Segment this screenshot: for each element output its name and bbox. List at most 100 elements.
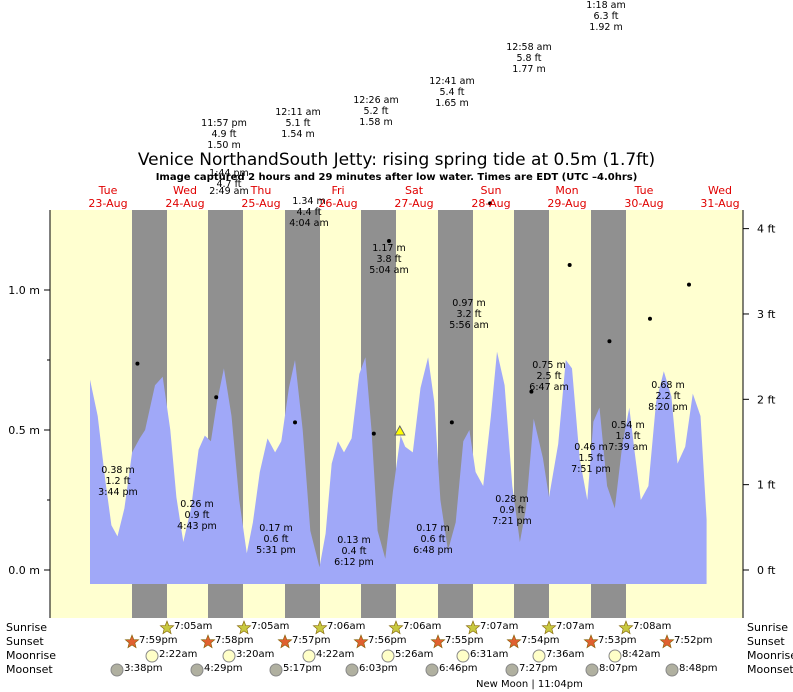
high-tide-label: 1:18 am 6.3 ft 1.92 m	[566, 0, 646, 33]
moonrise-row-label-right: Moonrise	[747, 649, 793, 662]
annotation-line: 4:43 pm	[177, 521, 217, 532]
left-tick-label: 0.0 m	[8, 564, 40, 577]
annotation-line: 2.2 ft	[655, 391, 681, 402]
annotation-line: 12:58 am	[506, 42, 552, 53]
annotation-line: 1.58 m	[359, 117, 393, 128]
left-tick-label: 1.0 m	[8, 284, 40, 297]
sunrise-star-icon	[618, 620, 634, 635]
sunset-star-icon	[583, 634, 599, 649]
moonrise-time: 7:36am	[546, 649, 585, 660]
day-date: 26-Aug	[318, 197, 358, 210]
tide-dot	[371, 431, 376, 436]
tide-label: 0.17 m 0.6 ft 5:31 pm	[236, 523, 316, 556]
day-label: Thu 25-Aug	[231, 184, 291, 210]
annotation-line: 0.9 ft	[184, 510, 210, 521]
sunrise-star-icon	[541, 620, 557, 635]
tide-dot	[488, 201, 493, 206]
annotation-line: 11:57 pm	[201, 118, 247, 129]
annotation-line: 5:56 am	[449, 320, 489, 331]
new-moon-label: New Moon | 11:04pm	[476, 679, 583, 690]
annotation-line: 0.28 m	[495, 494, 529, 505]
sunset-time: 7:57pm	[292, 635, 331, 646]
annotation-line: 7:39 am	[608, 442, 648, 453]
day-label: Wed 31-Aug	[690, 184, 750, 210]
day-dow: Wed	[708, 184, 732, 197]
moonset-moon-icon	[190, 663, 204, 677]
day-date: 29-Aug	[547, 197, 587, 210]
right-tick-label: 1 ft	[757, 479, 776, 492]
moonset-time: 6:03pm	[359, 663, 398, 674]
sunset-time: 7:56pm	[368, 635, 407, 646]
moonset-moon-icon	[269, 663, 283, 677]
tide-dot	[529, 389, 534, 394]
tide-label: 1.17 m 3.8 ft 5:04 am	[349, 243, 429, 276]
sunset-row-label-right: Sunset	[747, 635, 785, 648]
sunset-star-icon	[353, 634, 369, 649]
moonset-time: 5:17pm	[283, 663, 322, 674]
tide-dot	[293, 420, 298, 425]
tide-label: 0.68 m 2.2 ft 8:20 pm	[628, 380, 708, 413]
day-dow: Sat	[404, 184, 424, 197]
tide-dot	[647, 316, 652, 321]
moonset-time: 8:48pm	[679, 663, 718, 674]
day-date: 27-Aug	[394, 197, 434, 210]
moonrise-moon-icon	[456, 649, 470, 663]
day-label: Fri 26-Aug	[308, 184, 368, 210]
sunrise-time: 7:05am	[251, 621, 290, 632]
day-label: Sun 28-Aug	[461, 184, 521, 210]
tide-dot	[135, 361, 140, 366]
moonrise-time: 6:31am	[470, 649, 509, 660]
annotation-line: 12:41 am	[429, 76, 475, 87]
annotation-line: 6:12 pm	[334, 557, 374, 568]
high-tide-label: 12:41 am 5.4 ft 1.65 m	[412, 76, 492, 109]
right-tick-label: 3 ft	[757, 308, 776, 321]
moonrise-time: 2:22am	[159, 649, 198, 660]
annotation-line: 0.38 m	[101, 465, 135, 476]
tide-area	[90, 351, 707, 584]
high-tide-label: 11:57 pm 4.9 ft 1.50 m	[184, 118, 264, 151]
tide-label: 0.54 m 1.8 ft 7:39 am	[588, 420, 668, 453]
sunrise-row-label: Sunrise	[6, 621, 48, 634]
moonset-row-label-right: Moonset	[747, 663, 793, 676]
annotation-line: 0.46 m	[574, 442, 608, 453]
sunset-row-label: Sunset	[6, 635, 44, 648]
annotation-line: 8:20 pm	[648, 402, 688, 413]
day-label: Mon 29-Aug	[537, 184, 597, 210]
annotation-line: 5.8 ft	[516, 53, 542, 64]
sunrise-row-label-right: Sunrise	[747, 621, 789, 634]
moonrise-row-label: Moonrise	[6, 649, 56, 662]
sunrise-time: 7:06am	[327, 621, 366, 632]
sunset-time: 7:53pm	[598, 635, 637, 646]
moonrise-moon-icon	[302, 649, 316, 663]
tide-label: 0.38 m 1.2 ft 3:44 pm	[78, 465, 158, 498]
high-tide-label: 12:58 am 5.8 ft 1.77 m	[489, 42, 569, 75]
sunrise-time: 7:06am	[403, 621, 442, 632]
day-date: 28-Aug	[471, 197, 511, 210]
moonrise-time: 3:20am	[236, 649, 275, 660]
moonset-time: 6:46pm	[439, 663, 478, 674]
sunset-time: 7:58pm	[215, 635, 254, 646]
right-tick-label: 2 ft	[757, 393, 776, 406]
tide-label: 2:49 am	[189, 186, 269, 197]
moonset-moon-icon	[665, 663, 679, 677]
tide-label: 0.97 m 3.2 ft 5:56 am	[429, 298, 509, 331]
tide-dot	[607, 339, 612, 344]
annotation-line: 0.6 ft	[263, 534, 289, 545]
annotation-line: 1.17 m	[372, 243, 406, 254]
moonset-moon-icon	[505, 663, 519, 677]
day-label: Tue 23-Aug	[78, 184, 138, 210]
moonset-time: 7:27pm	[519, 663, 558, 674]
annotation-line: 0.68 m	[651, 380, 685, 391]
tide-label: 0.17 m 0.6 ft 6:48 pm	[393, 523, 473, 556]
annotation-line: 0.9 ft	[499, 505, 525, 516]
annotation-line: 2.5 ft	[536, 371, 562, 382]
sunrise-time: 7:08am	[633, 621, 672, 632]
moonset-time: 8:07pm	[599, 663, 638, 674]
sunset-star-icon	[124, 634, 140, 649]
annotation-line: 5.4 ft	[439, 87, 465, 98]
day-dow: Mon	[555, 184, 579, 197]
tide-dot	[214, 395, 219, 400]
annotation-line: 4.7 ft	[216, 179, 242, 190]
sunrise-time: 7:07am	[556, 621, 595, 632]
sunrise-star-icon	[465, 620, 481, 635]
